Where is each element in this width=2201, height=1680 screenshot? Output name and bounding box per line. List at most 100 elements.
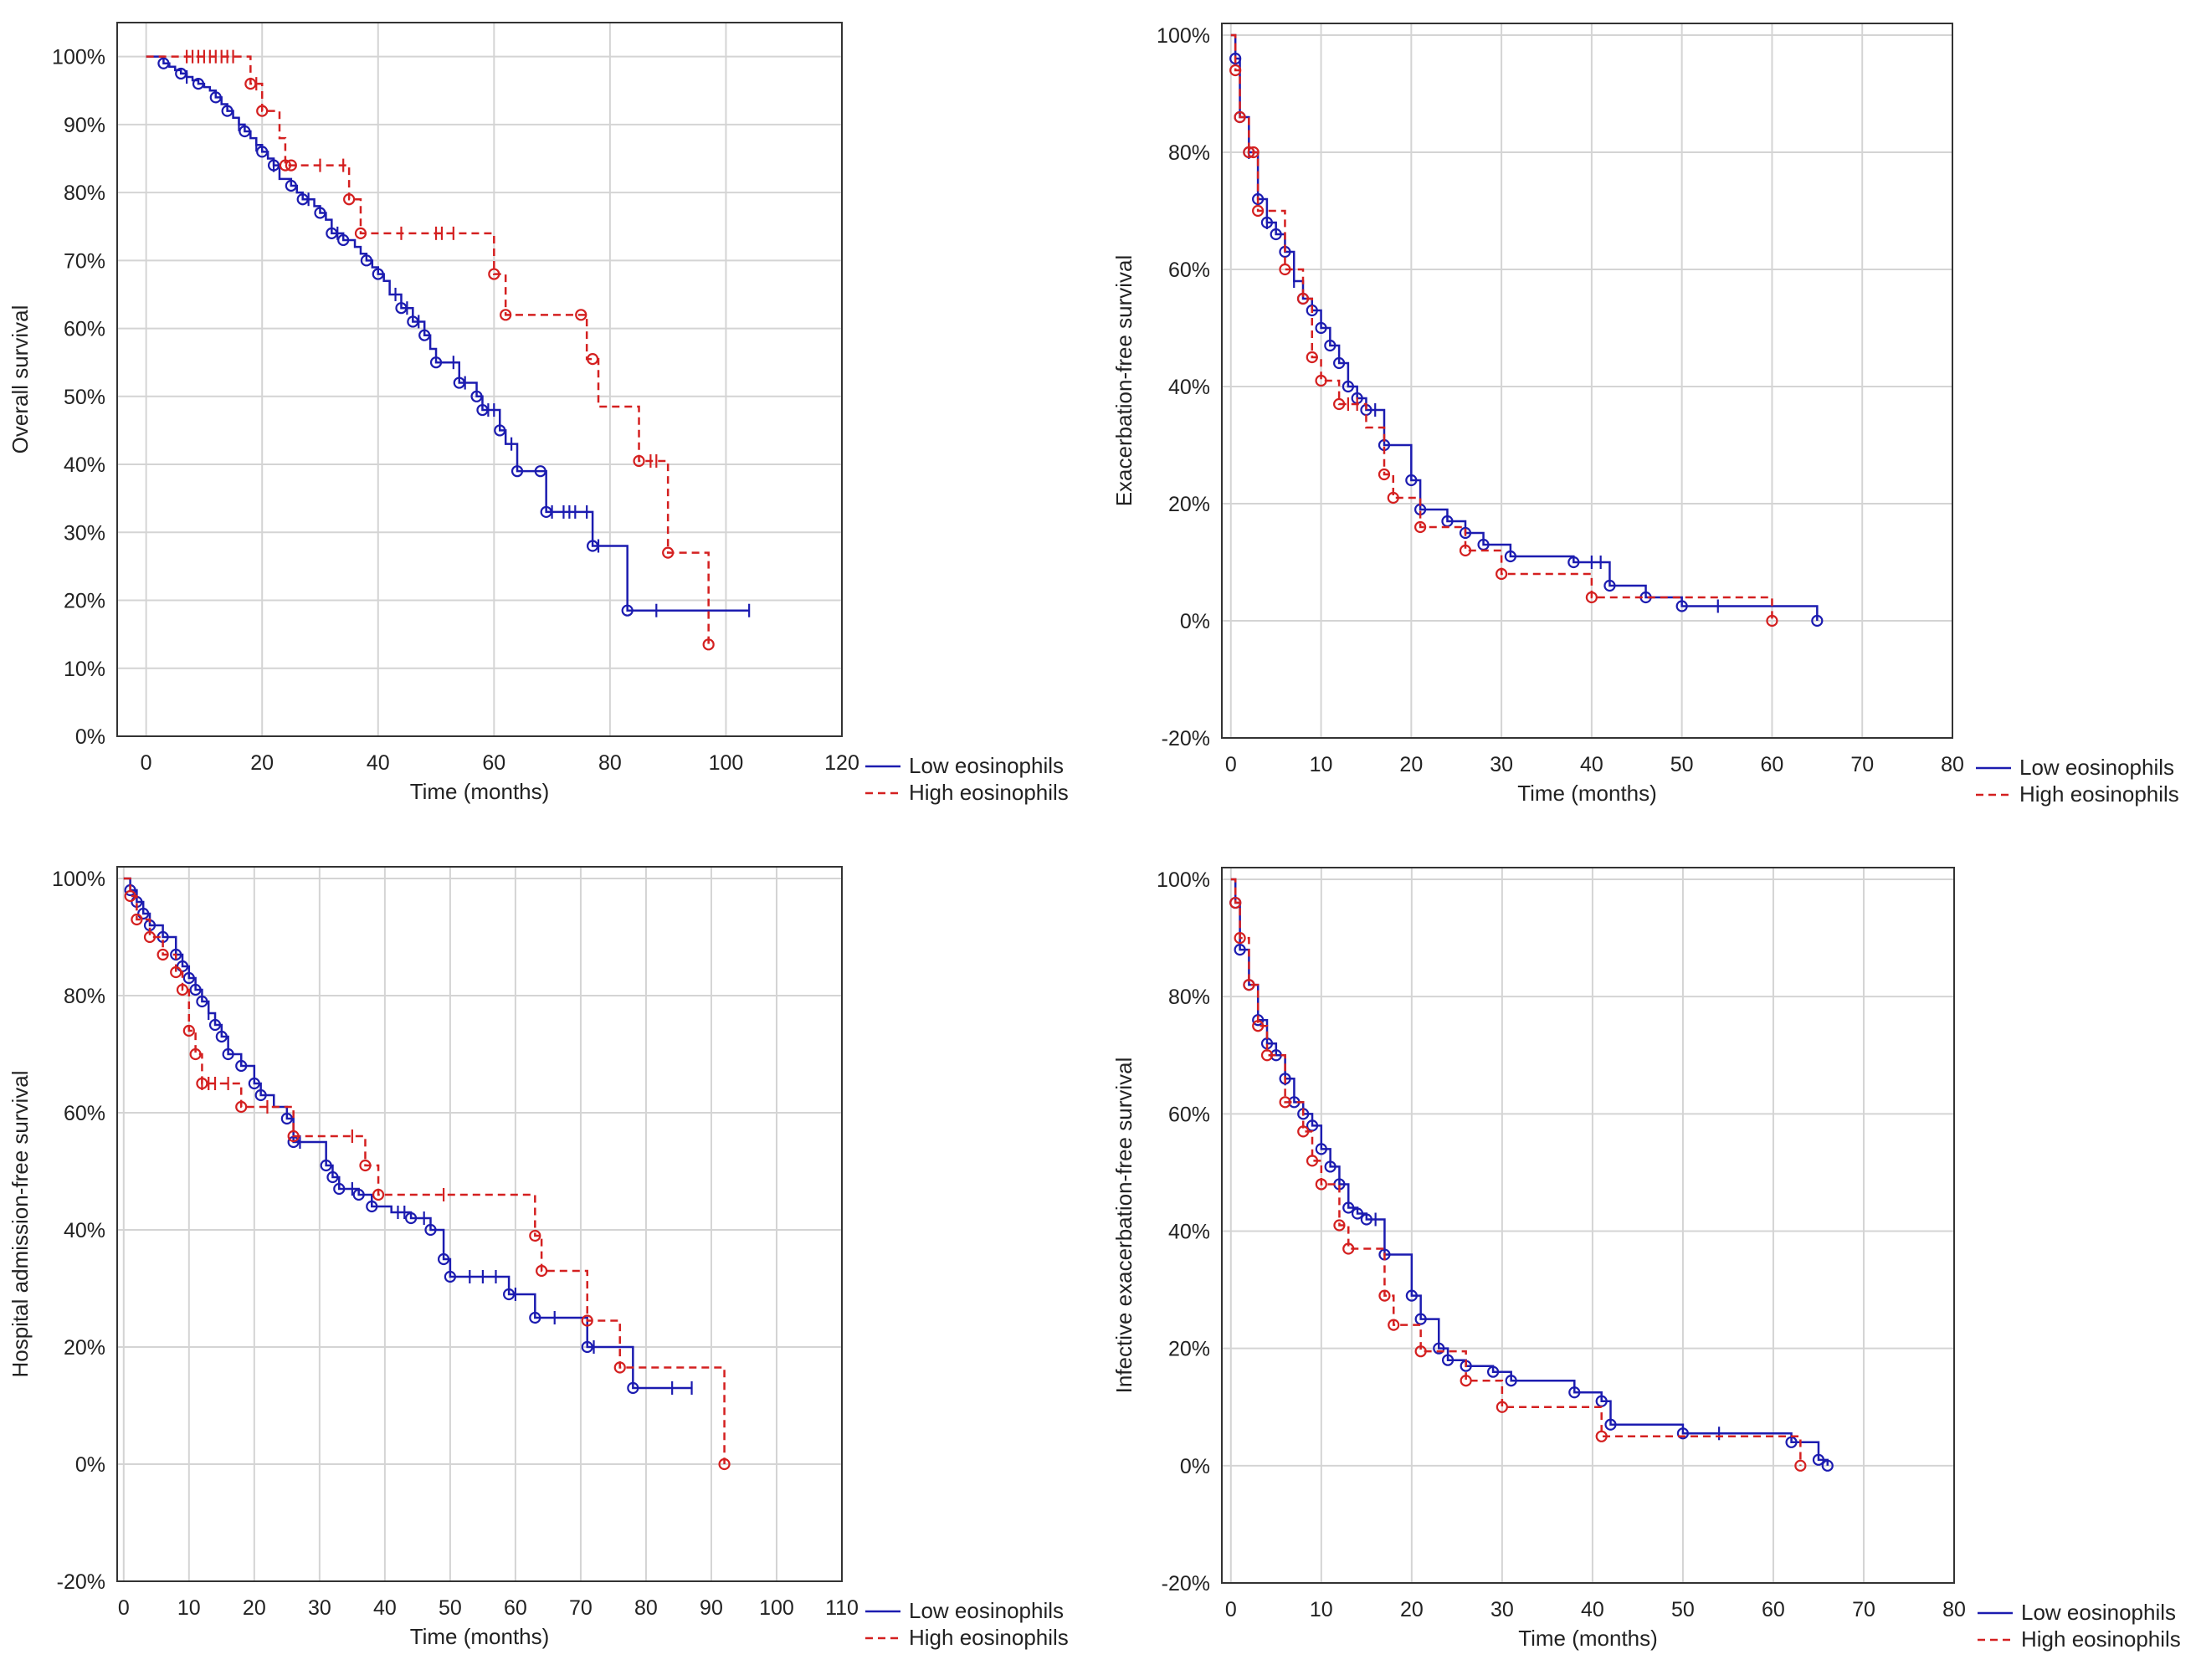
low-eosinophils-survival-line [146,55,750,612]
legend-label-low: Low eosinophils [909,1598,1064,1623]
y-tick-label: 100% [1157,868,1210,892]
x-axis-label: Time (months) [410,1624,550,1649]
high-event-marker [1234,931,1246,945]
low-event-marker [1675,600,1688,612]
high-event-marker [1306,351,1318,364]
high-event-marker [1234,110,1246,124]
x-tick-label: 20 [1399,753,1423,776]
high-event-marker [1229,64,1242,77]
low-event-marker [239,125,251,138]
low-event-marker [1486,1365,1500,1378]
high-event-marker [1296,292,1310,305]
plot-frame [1221,23,1953,739]
x-tick-label: 20 [243,1596,266,1620]
low-event-marker [1821,1459,1834,1472]
high-event-marker [1315,374,1327,387]
high-event-marker [1229,896,1242,909]
high-event-marker [1414,1345,1427,1358]
x-tick-label: 70 [1850,753,1874,776]
x-tick-label: 50 [439,1596,462,1620]
high-event-marker [1243,979,1255,991]
x-tick-label: 0 [1225,1598,1237,1621]
overall-survival-chart: 0 20 40 60 80 100 120 0% 10% 20% 30% 40% 50% 60% 70% 80… [8,22,1069,805]
y-tick-label: 0% [75,1453,105,1477]
low-event-marker [418,329,431,341]
high-event-marker [1260,1049,1274,1062]
low-event-marker [1567,556,1580,569]
low-event-marker [157,57,170,69]
low-event-marker [494,424,506,437]
x-tick-label: 80 [1941,753,1964,776]
y-axis-label: Infective exacerbation-free survival [1111,1058,1136,1394]
legend-label-high: High eosinophils [909,780,1069,805]
high-event-marker [354,227,367,239]
high-event-marker [718,1457,731,1471]
high-event-marker [176,983,189,996]
x-tick-label: 0 [118,1596,130,1620]
high-event-marker [156,948,169,961]
x-tick-label: 80 [1942,1598,1966,1621]
y-tick-label: 20% [1168,1338,1210,1361]
low-event-marker [1333,356,1346,370]
high-event-marker [131,913,143,926]
low-event-marker [1342,380,1354,393]
high-event-marker [279,159,292,172]
low-event-marker [510,465,524,478]
low-event-marker [437,1252,450,1266]
low-event-marker [424,1223,437,1237]
x-tick-label: 10 [177,1596,201,1620]
y-tick-label: 60% [64,318,105,341]
high-event-marker [702,638,715,651]
low-event-marker [360,254,373,267]
legend-label-low: Low eosinophils [909,753,1064,778]
x-tick-label: 80 [634,1596,658,1620]
high-event-marker [1247,146,1260,159]
high-event-marker [235,1100,248,1114]
low-event-marker [1315,1143,1327,1155]
y-tick-label: 80% [64,182,105,205]
legend-label-low: Low eosinophils [2021,1600,2176,1625]
low-event-marker [170,948,182,961]
high-event-marker [1315,1178,1327,1191]
legend-label-high: High eosinophils [2021,1626,2181,1652]
low-event-marker [254,1088,267,1102]
low-event-marker [326,1170,339,1184]
high-event-marker [1342,1242,1355,1255]
x-tick-label: 40 [1580,753,1603,776]
low-event-marker [256,146,269,158]
high-event-marker [1279,263,1291,276]
high-eosinophils-survival-line [1230,878,1802,1466]
high-event-marker [633,454,645,468]
high-event-marker [189,1047,202,1061]
high-eosinophils-survival-line [146,55,710,645]
high-event-marker [343,193,356,206]
exacerbation-free-survival-chart: 0 10 20 30 40 50 60 70 80 -20% 0% 20% 40% 60% 80% 100% T… [1111,23,2179,807]
plot-frame [116,866,843,1582]
y-tick-label: 90% [64,114,105,137]
low-event-marker [1603,579,1616,592]
low-event-marker [208,1018,222,1032]
high-event-marker [1496,1401,1508,1413]
x-tick-label: 20 [250,751,274,775]
low-event-marker [1360,1213,1372,1226]
y-tick-label: 20% [1168,493,1210,516]
y-tick-label: 0% [75,725,105,749]
low-event-marker [137,907,150,920]
y-axis-label: Overall survival [8,305,33,454]
low-event-marker [192,78,205,90]
low-event-marker [534,465,546,478]
x-tick-label: 80 [598,751,622,775]
low-event-marker [429,356,443,369]
x-tick-label: 30 [1490,1598,1514,1621]
high-event-marker [1378,468,1391,481]
high-event-marker [1414,520,1427,534]
high-event-marker [285,159,297,172]
low-event-marker [248,1077,260,1090]
high-event-marker [581,1314,593,1327]
y-tick-label: 20% [64,590,105,613]
low-event-marker [1252,1014,1265,1027]
high-event-marker [613,1361,626,1374]
low-eosinophils-survival-line [1230,33,1819,621]
high-event-marker [1333,1219,1346,1232]
y-tick-label: 100% [1157,24,1210,48]
